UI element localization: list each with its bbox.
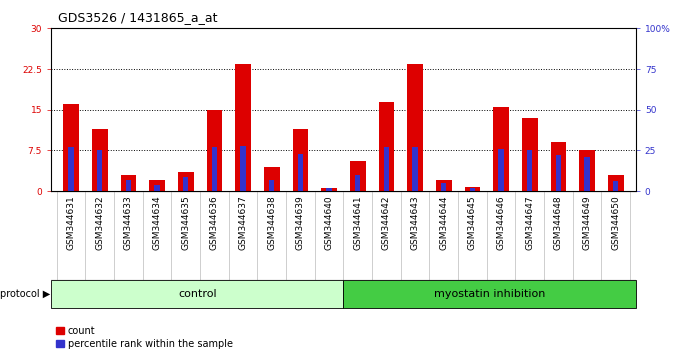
- Bar: [154, 185, 160, 191]
- Text: GSM344632: GSM344632: [95, 196, 104, 250]
- Text: GSM344647: GSM344647: [525, 196, 534, 250]
- Text: GSM344644: GSM344644: [439, 196, 448, 250]
- Bar: [183, 177, 188, 191]
- Bar: [355, 175, 360, 191]
- Text: GSM344648: GSM344648: [554, 196, 563, 250]
- Text: GSM344634: GSM344634: [152, 196, 162, 250]
- Bar: [126, 180, 131, 191]
- Text: control: control: [178, 289, 216, 299]
- Bar: [298, 154, 303, 191]
- Bar: [551, 142, 566, 191]
- Bar: [321, 188, 337, 191]
- Bar: [178, 172, 194, 191]
- Bar: [384, 147, 389, 191]
- Bar: [149, 180, 165, 191]
- Bar: [269, 180, 274, 191]
- Bar: [556, 155, 561, 191]
- Bar: [212, 147, 217, 191]
- Bar: [585, 157, 590, 191]
- Text: GSM344639: GSM344639: [296, 196, 305, 250]
- Bar: [522, 118, 538, 191]
- Text: protocol ▶: protocol ▶: [0, 289, 50, 299]
- Text: GSM344643: GSM344643: [411, 196, 420, 250]
- Bar: [235, 64, 251, 191]
- Bar: [527, 150, 532, 191]
- Bar: [579, 150, 595, 191]
- Bar: [63, 104, 79, 191]
- Text: GDS3526 / 1431865_a_at: GDS3526 / 1431865_a_at: [58, 11, 218, 24]
- Bar: [436, 180, 452, 191]
- Text: GSM344641: GSM344641: [353, 196, 362, 250]
- Text: GSM344650: GSM344650: [611, 196, 620, 250]
- Text: GSM344640: GSM344640: [324, 196, 334, 250]
- Text: myostatin inhibition: myostatin inhibition: [434, 289, 545, 299]
- Legend: count, percentile rank within the sample: count, percentile rank within the sample: [56, 326, 233, 349]
- Bar: [120, 175, 136, 191]
- Bar: [207, 110, 222, 191]
- Bar: [441, 183, 446, 191]
- Bar: [92, 129, 107, 191]
- Bar: [97, 150, 102, 191]
- Bar: [69, 147, 73, 191]
- Bar: [464, 187, 480, 191]
- Bar: [326, 188, 332, 191]
- Bar: [379, 102, 394, 191]
- Bar: [241, 145, 245, 191]
- Bar: [292, 129, 308, 191]
- Text: GSM344636: GSM344636: [210, 196, 219, 250]
- Bar: [470, 188, 475, 191]
- Bar: [493, 107, 509, 191]
- Bar: [413, 147, 418, 191]
- Bar: [613, 181, 618, 191]
- Bar: [264, 167, 279, 191]
- Text: GSM344646: GSM344646: [496, 196, 505, 250]
- Text: GSM344645: GSM344645: [468, 196, 477, 250]
- Text: GSM344631: GSM344631: [67, 196, 75, 250]
- Text: GSM344635: GSM344635: [182, 196, 190, 250]
- Text: GSM344638: GSM344638: [267, 196, 276, 250]
- Bar: [608, 175, 624, 191]
- Bar: [498, 149, 504, 191]
- Bar: [407, 64, 423, 191]
- Bar: [343, 280, 636, 308]
- Text: GSM344649: GSM344649: [583, 196, 592, 250]
- Text: GSM344642: GSM344642: [382, 196, 391, 250]
- Text: GSM344633: GSM344633: [124, 196, 133, 250]
- Bar: [350, 161, 366, 191]
- Bar: [51, 280, 343, 308]
- Text: GSM344637: GSM344637: [239, 196, 248, 250]
